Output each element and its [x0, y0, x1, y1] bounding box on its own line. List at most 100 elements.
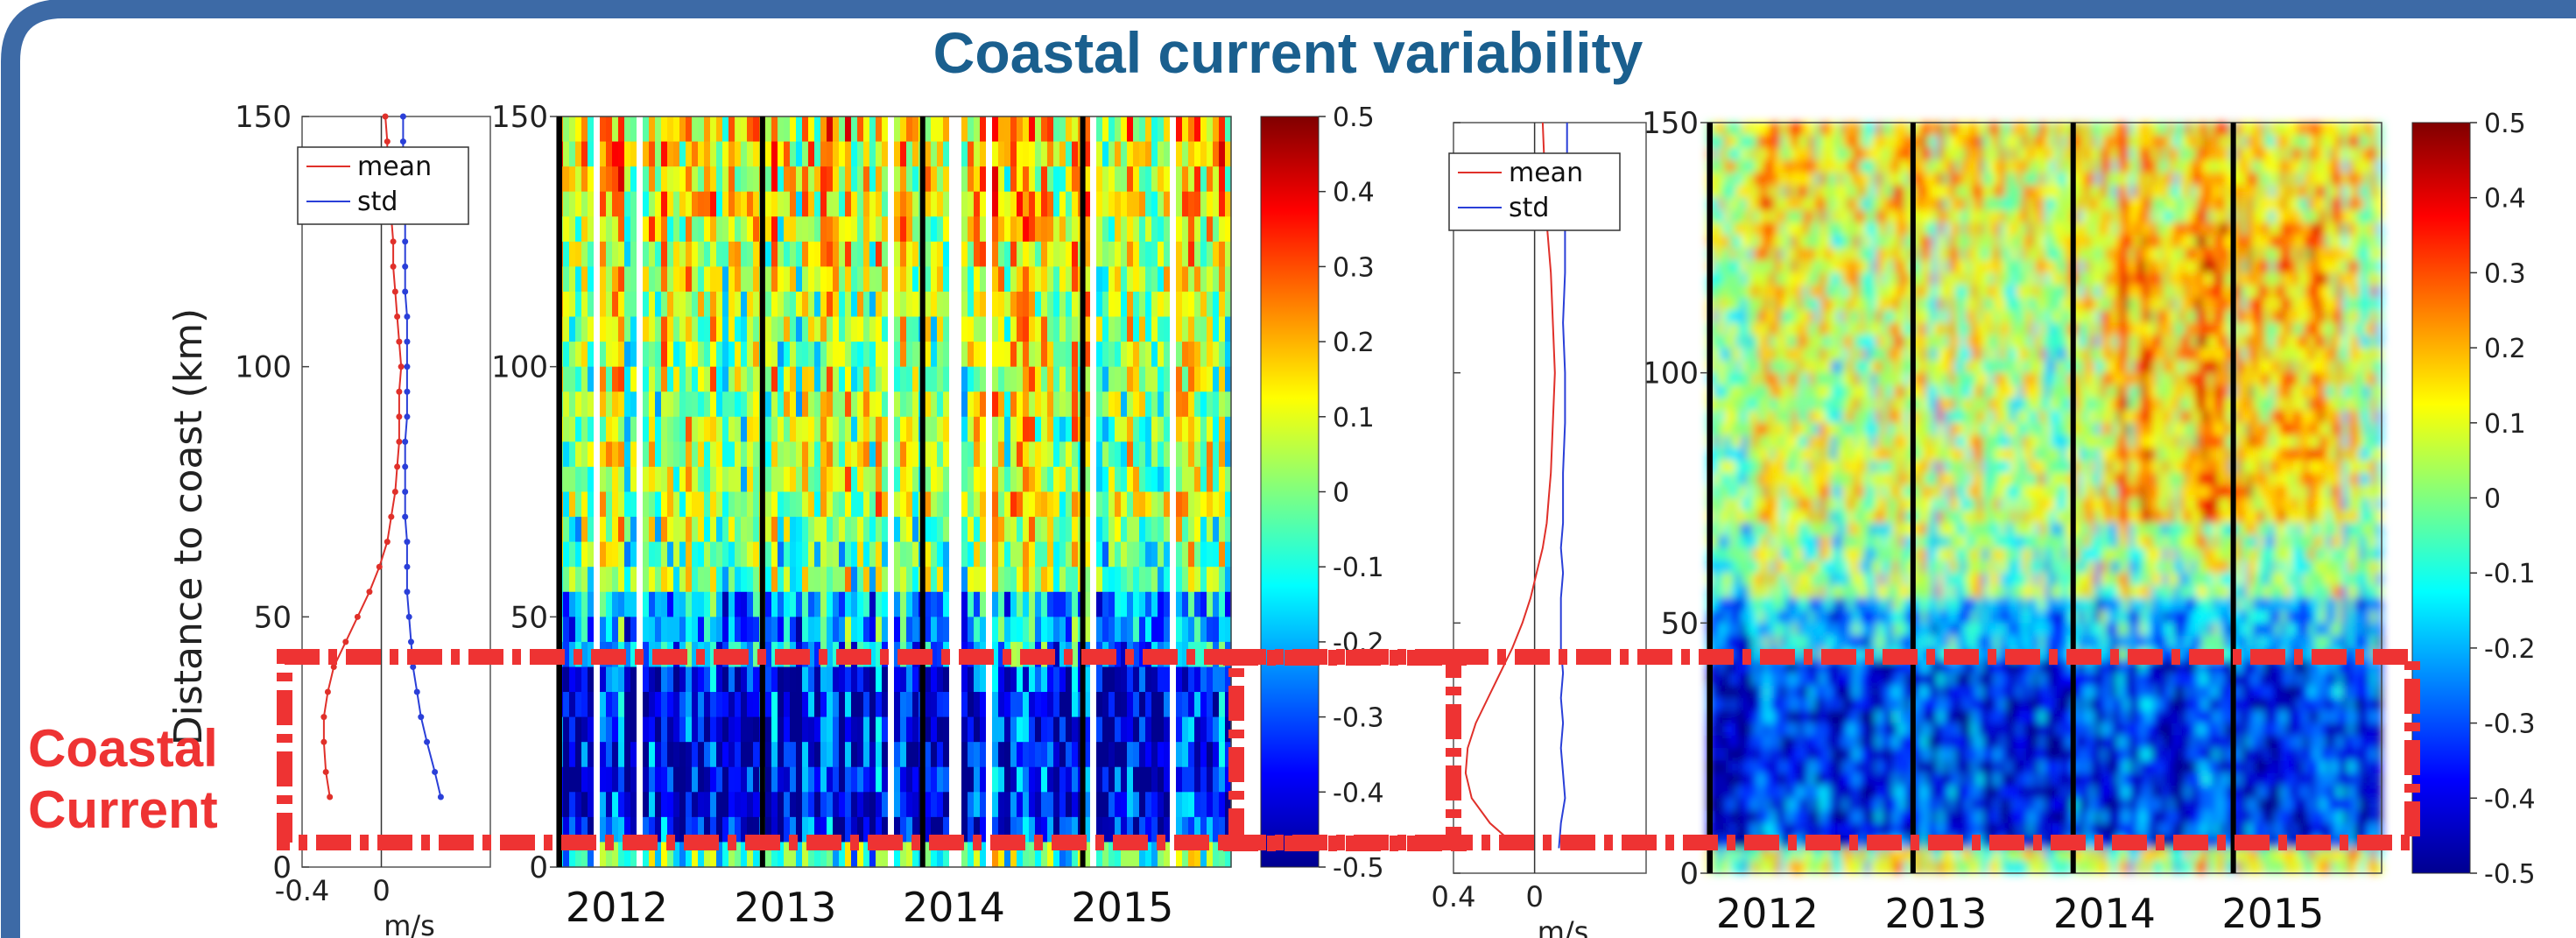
- data-point-std: [399, 113, 406, 120]
- legend-label: mean: [1509, 158, 1583, 188]
- data-point-std: [404, 539, 411, 546]
- coastal-current-highlight-2: [1446, 649, 2420, 850]
- data-point-mean: [376, 563, 383, 570]
- x-tick-label: 2014: [903, 884, 1005, 931]
- legend-label: std: [357, 187, 398, 217]
- x-tick-label: 2015: [2221, 890, 2324, 937]
- colorbar-tick-label: 0.4: [2484, 184, 2526, 215]
- colorbar-tick-label: 0.2: [1333, 328, 1375, 358]
- x-axis-label: m/s: [384, 909, 435, 938]
- y-tick-label: 100: [235, 350, 292, 385]
- legend-label: mean: [357, 152, 432, 182]
- colorbar-tick-label: -0.4: [1333, 778, 1384, 808]
- data-point-mean: [382, 113, 389, 120]
- colorbar-tick-label: -0.5: [1333, 853, 1384, 884]
- data-point-mean: [384, 138, 391, 145]
- data-point-mean: [396, 338, 403, 345]
- x-axis-label: m/s: [1538, 915, 1589, 938]
- data-point-std: [407, 638, 414, 645]
- y-axis-label: Distance to coast (km): [166, 308, 211, 745]
- y-tick-label: 0: [529, 850, 548, 885]
- coastal-current-annotation: Coastal Current: [28, 718, 264, 841]
- data-point-std: [404, 589, 411, 596]
- data-point-std: [418, 714, 425, 721]
- y-tick-label: 0: [272, 850, 292, 885]
- colorbar-tick-label: 0: [1333, 478, 1349, 509]
- data-point-std: [402, 263, 409, 270]
- data-point-mean: [327, 793, 334, 800]
- heatmap-cells: [557, 116, 1232, 868]
- colorbar-tick-label: 0.3: [1333, 252, 1375, 283]
- annotation-line-1: Coastal: [28, 719, 218, 778]
- colorbar-gradient: [1260, 116, 1320, 868]
- data-point-mean: [394, 463, 401, 470]
- data-point-mean: [398, 363, 405, 370]
- data-point-std: [402, 288, 409, 295]
- y-tick-label: 100: [491, 350, 548, 385]
- data-point-std: [404, 338, 411, 345]
- y-tick-label: 100: [1642, 356, 1699, 391]
- data-point-std: [402, 238, 409, 245]
- data-point-std: [402, 463, 409, 470]
- colorbar-tick-label: -0.1: [2484, 559, 2536, 589]
- x-tick-label: -0.4: [275, 874, 329, 907]
- colorbar-tick-label: -0.5: [2484, 859, 2536, 890]
- colorbar-tick-label: 0.5: [2484, 109, 2526, 139]
- colorbar-2: 0.5 0.4 0.3 0.2 0.1 0 -0.1 -0.2 -0.3 -0.4 -0.5: [2411, 109, 2536, 890]
- data-point-mean: [396, 388, 403, 395]
- highlight-connector-top: [1223, 649, 1467, 666]
- x-tick-label: 0.4: [1432, 880, 1476, 913]
- x-tick-label: 2014: [2053, 890, 2156, 937]
- colorbar-tick-label: 0.4: [1333, 178, 1375, 208]
- y-tick-label: 50: [254, 600, 292, 635]
- data-point-std: [404, 314, 411, 321]
- x-tick-label: 2013: [1884, 890, 1987, 937]
- data-point-std: [405, 613, 412, 620]
- y-tick-label: 150: [491, 100, 548, 135]
- heatmap-2: 2012 2013 2014 2015 0 50 100 150: [1642, 106, 2382, 937]
- profile-frame: [1453, 122, 1647, 874]
- y-tick-label: 50: [1661, 606, 1699, 641]
- data-point-mean: [390, 263, 397, 270]
- data-point-std: [404, 363, 411, 370]
- legend-label: std: [1509, 193, 1549, 223]
- heatmap-1: 2012 2013 2014 2015 0 50 100 150: [491, 100, 1232, 931]
- heatmap-cells: [1707, 123, 2382, 874]
- data-point-mean: [324, 688, 331, 695]
- data-point-std: [413, 688, 420, 695]
- x-tick-label: 2012: [566, 884, 668, 931]
- data-point-mean: [391, 288, 398, 295]
- colorbar-tick-label: -0.1: [1333, 553, 1384, 583]
- colorbar-tick-label: 0.5: [1333, 102, 1375, 133]
- series-line-std: [1558, 123, 1568, 849]
- y-tick-label: 0: [1679, 857, 1699, 892]
- colorbar-tick-label: 0.1: [1333, 403, 1375, 434]
- data-point-mean: [396, 413, 403, 420]
- data-point-mean: [330, 663, 337, 670]
- colorbar-1: 0.50.40.30.20.10-0.1-0.2-0.3-0.4-0.5: [1260, 102, 1384, 884]
- y-tick-label: 150: [1642, 106, 1699, 141]
- colorbar-tick-label: 0.1: [2484, 409, 2526, 440]
- data-point-mean: [354, 613, 361, 620]
- data-point-mean: [320, 714, 327, 721]
- x-tick-label: 0: [372, 874, 390, 907]
- data-point-std: [402, 513, 409, 520]
- legend: mean std: [1448, 152, 1621, 231]
- chart-title: Coastal current variability: [933, 20, 1643, 85]
- colorbar-tick-label: 0.3: [2484, 258, 2526, 289]
- data-point-mean: [322, 768, 329, 775]
- colorbar-tick-label: 0.2: [2484, 334, 2526, 364]
- x-tick-label: 2015: [1071, 884, 1173, 931]
- data-point-mean: [390, 238, 397, 245]
- y-tick-label: 150: [235, 100, 292, 135]
- data-point-mean: [384, 539, 391, 546]
- data-point-mean: [394, 314, 401, 321]
- data-point-mean: [391, 489, 398, 495]
- data-point-std: [402, 489, 409, 495]
- y-tick-label: 50: [510, 600, 548, 635]
- coastal-current-highlight-1: [277, 649, 1244, 850]
